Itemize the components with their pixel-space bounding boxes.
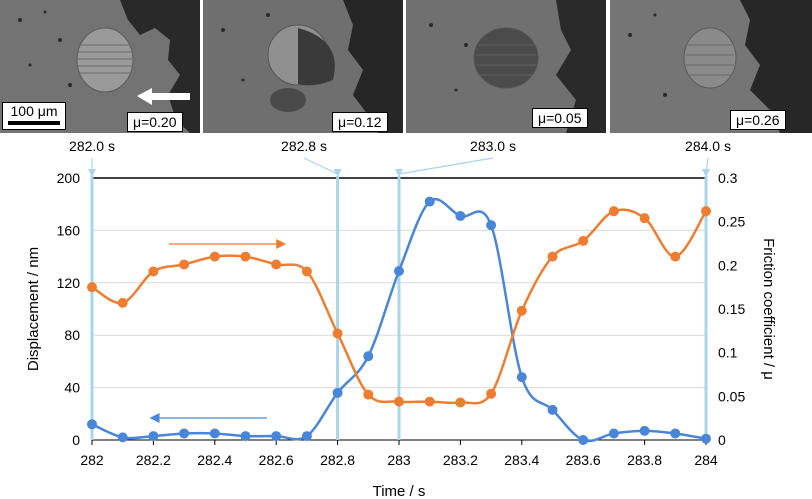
data-point [424,396,435,407]
x-tick-label: 282.4 [197,452,232,468]
series-line [91,198,707,443]
data-point [394,266,404,277]
time-marker-callout [303,157,338,175]
friction-label-panel-2: μ=0.12 [332,112,388,132]
data-point [179,428,190,439]
y-tick-label: 0 [72,432,80,448]
y-tick-label: 120 [57,275,81,291]
y2-tick-label: 0.05 [718,388,745,404]
x-tick-label: 283.8 [627,452,662,468]
data-point [148,431,159,442]
data-point [670,428,681,439]
micrograph-image-4 [610,0,812,133]
x-tick-label: 282.2 [136,452,171,468]
data-point [148,266,159,277]
y2-tick-label: 0.15 [718,301,745,317]
time-marker-arrowhead [395,169,403,177]
friction-direction-arrowhead [276,239,287,249]
y2-axis-title: Friction coefficient / μ [760,238,777,380]
y-tick-label: 40 [64,380,80,396]
y2-tick-label: 0.3 [718,170,738,186]
sliding-direction-arrow [137,88,190,105]
displacement-direction-arrowhead [149,413,160,423]
data-point [608,206,619,217]
time-marker-arrowhead [333,169,342,177]
data-point [240,431,251,442]
y2-tick-label: 0 [718,432,726,448]
data-point [394,396,404,407]
micrograph-image-2 [203,0,403,133]
data-point [486,388,497,399]
y2-tick-label: 0.25 [718,214,745,230]
scale-bar-label: 100 μm [10,103,58,119]
friction-label-panel-4: μ=0.26 [730,110,786,130]
data-point [87,282,97,293]
data-point [578,435,589,445]
scale-bar-line [8,121,60,125]
data-point [332,328,343,339]
x-tick-label: 283.2 [443,452,478,468]
time-marker-label: 282.8 s [281,138,327,154]
micrograph-panel-2 [203,0,403,133]
friction-label-panel-3: μ=0.05 [532,108,588,128]
time-marker-arrowhead [702,169,710,177]
data-point [240,251,251,262]
micrograph-image-3 [406,0,606,133]
micrograph-panel-3 [406,0,606,133]
data-point [117,297,128,308]
data-point [301,266,312,277]
data-point [332,387,343,398]
data-point [701,206,711,217]
data-point [179,259,190,270]
y-tick-label: 160 [57,222,81,238]
data-point [455,397,466,408]
y2-tick-label: 0.2 [718,257,738,273]
data-point [639,425,650,436]
data-point [547,404,558,415]
x-tick-label: 282.8 [320,452,355,468]
data-point [516,372,527,383]
time-marker-callout [398,157,494,175]
data-point [87,419,97,430]
data-point [608,428,619,439]
x-tick-label: 282 [80,452,104,468]
x-axis-title: Time / s [373,483,426,499]
data-point [209,428,220,439]
data-point [486,220,497,231]
data-point [639,213,650,224]
data-point [516,305,527,316]
data-point [578,235,589,246]
data-point [363,389,374,400]
data-point [117,432,128,443]
data-point [363,351,374,362]
data-point [670,251,681,262]
y-tick-label: 200 [57,170,81,186]
x-tick-label: 283 [387,452,411,468]
time-marker-label: 283.0 s [470,138,516,154]
x-tick-label: 282.6 [259,452,294,468]
data-point [271,431,282,442]
y-axis-title: Displacement / nm [25,247,42,371]
y-tick-label: 80 [64,327,80,343]
data-point [301,431,312,442]
data-point [547,251,558,262]
x-tick-label: 283.6 [566,452,601,468]
x-tick-label: 283.4 [504,452,539,468]
x-tick-label: 284 [694,452,718,468]
data-point [455,210,466,221]
micrograph-panel-1 [0,0,200,133]
time-marker-label: 282.0 s [69,138,115,154]
data-point [271,259,282,270]
time-marker-arrowhead [88,169,96,177]
y2-tick-label: 0.1 [718,345,738,361]
scale-bar: 100 μm [2,102,66,130]
data-point [209,251,220,262]
time-marker-label: 284.0 s [685,138,731,154]
friction-label-panel-1: μ=0.20 [127,112,183,132]
data-point [424,196,435,207]
data-point [701,433,711,444]
